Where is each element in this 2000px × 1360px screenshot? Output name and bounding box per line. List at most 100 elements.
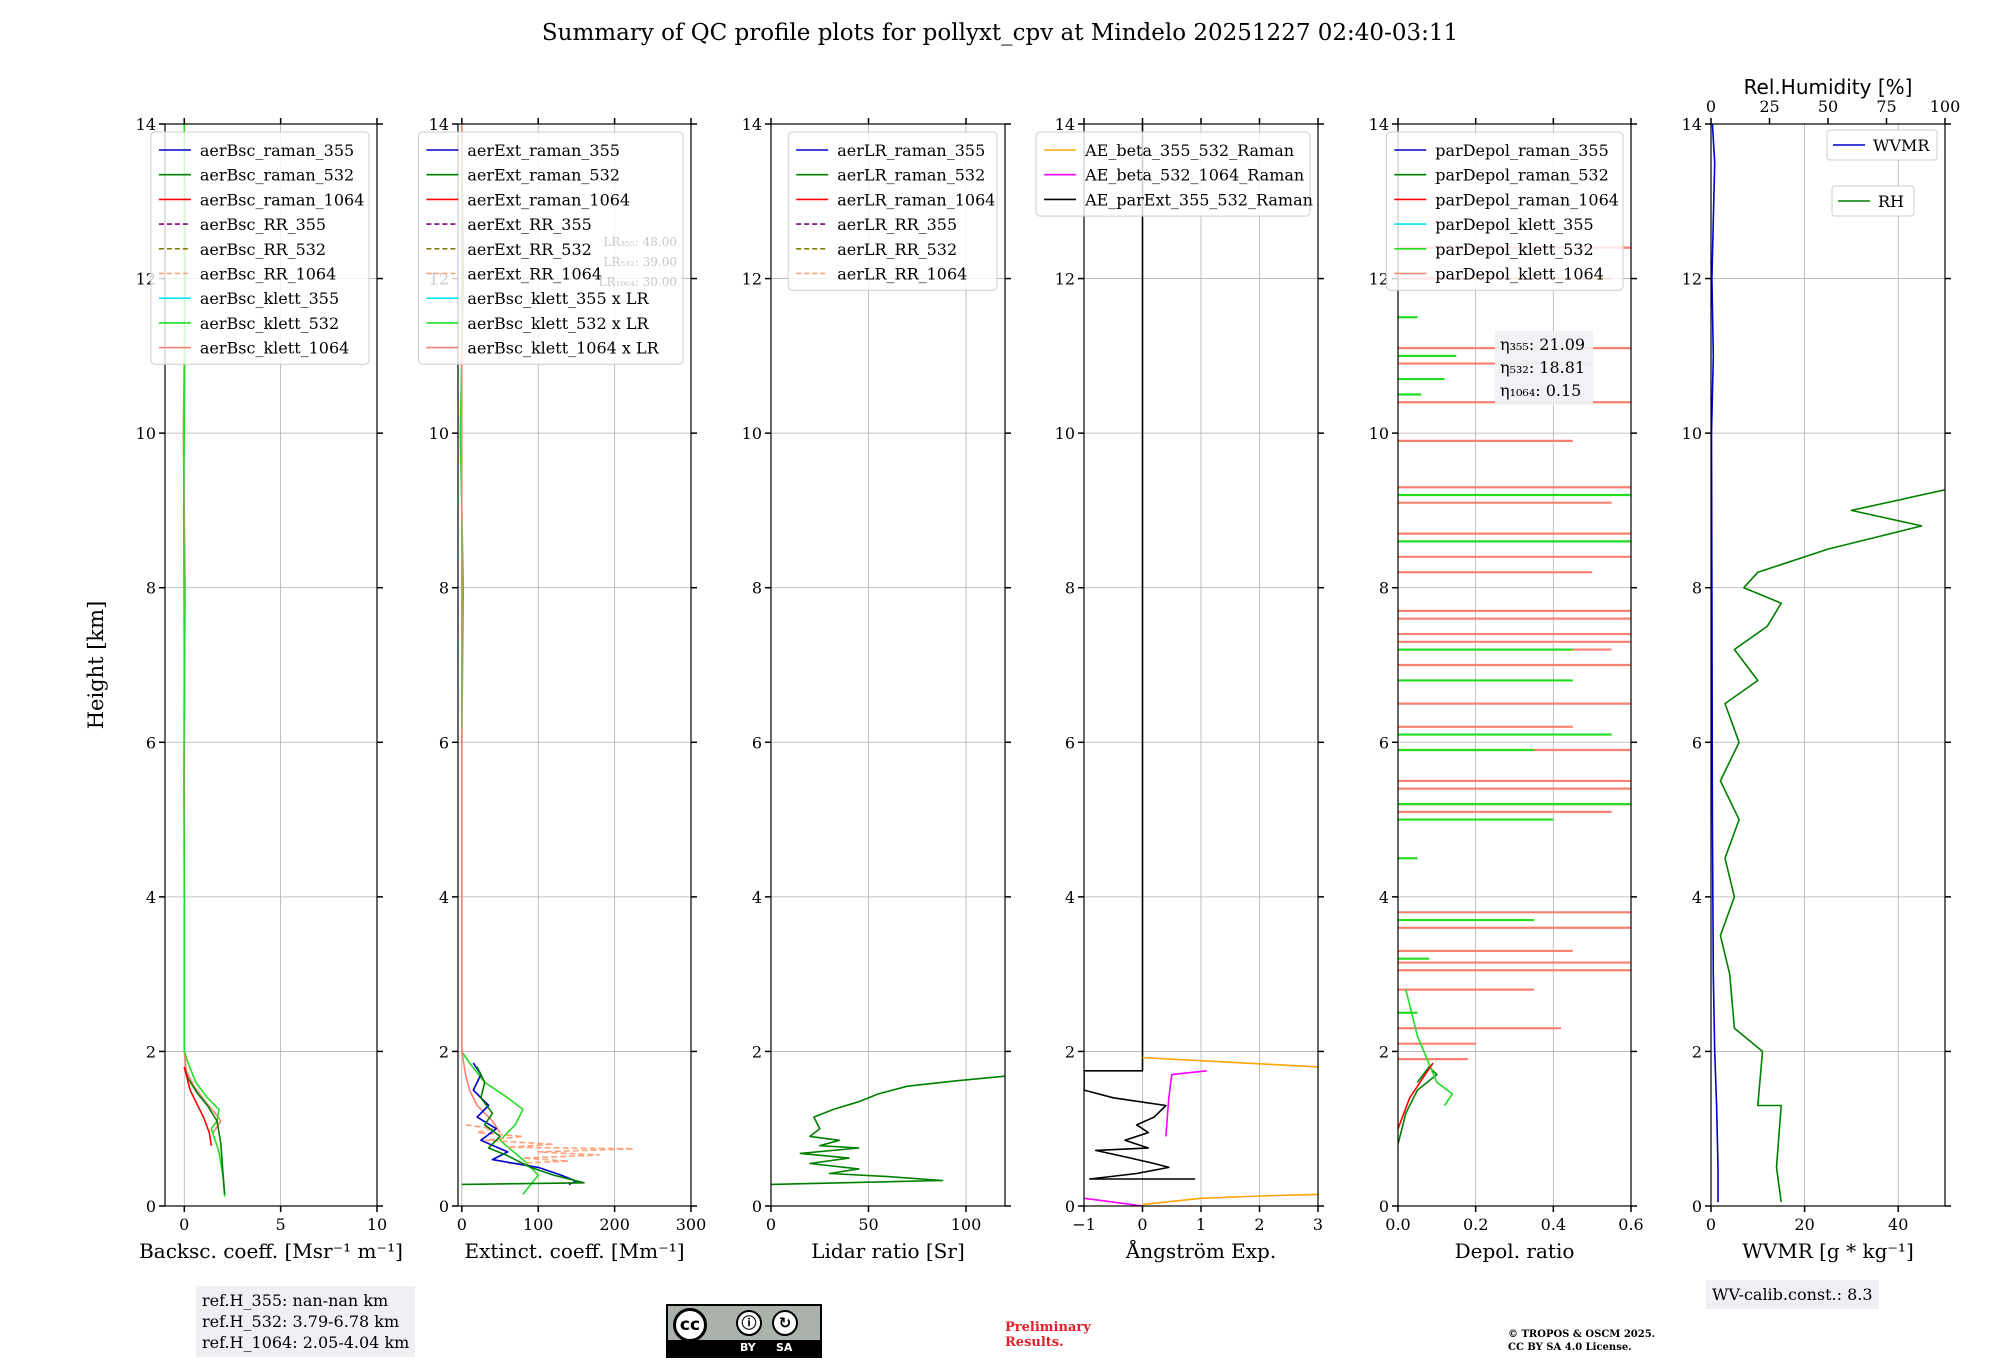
y-tick-label: 4 xyxy=(1065,888,1075,907)
series-aerbsc-raman-532 xyxy=(183,1066,226,1195)
cc-license-badge[interactable]: cc ⓘ ↻ BY SA xyxy=(666,1304,822,1358)
x-tick-label: 1 xyxy=(1196,1215,1206,1234)
panel-ext: 024681012140100200300Extinct. coeff. [Mm… xyxy=(417,115,707,1263)
series-aerlr-raman-532 xyxy=(771,1075,1005,1186)
axes-frame xyxy=(457,123,692,1207)
legend-label: aerExt_RR_1064 xyxy=(467,265,602,284)
ref-height-1064: ref.H_1064: 2.05-4.04 km xyxy=(202,1333,410,1352)
legend-label: aerLR_raman_355 xyxy=(837,141,985,160)
y-tick-label: 8 xyxy=(439,579,449,598)
legend-label: parDepol_raman_532 xyxy=(1435,166,1608,185)
legend: parDepol_raman_355 parDepol_raman_532 parD… xyxy=(1385,131,1624,291)
legend-label: parDepol_klett_355 xyxy=(1435,215,1593,234)
x-tick-label: 0 xyxy=(457,1215,467,1234)
cc-by-label: BY xyxy=(740,1341,756,1354)
x-tick-label: 2 xyxy=(1254,1215,1264,1234)
copyright-line-1: © TROPOS & OSCM 2025. xyxy=(1508,1329,1656,1340)
y-tick-label: 0 xyxy=(146,1197,156,1216)
eta-value: η₁₀₆₄: 0.15 xyxy=(1500,381,1581,400)
legend-label: aerExt_RR_355 xyxy=(467,215,591,234)
y-tick-label: 6 xyxy=(1692,733,1702,752)
x-tick-label: 20 xyxy=(1794,1215,1814,1234)
x-tick-label: 50 xyxy=(858,1215,878,1234)
eta-annotation: η₃₅₅: 21.09 η₅₃₂: 18.81 η₁₀₆₄: 0.15 xyxy=(1495,331,1593,405)
ref-height-532: ref.H_532: 3.79-6.78 km xyxy=(202,1312,400,1331)
legend-label: aerBsc_raman_1064 xyxy=(200,190,365,209)
x-tick-label: 0 xyxy=(1137,1215,1147,1234)
ref-height-box: ref.H_355: nan-nan km ref.H_532: 3.79-6.… xyxy=(196,1286,416,1357)
x-tick-label: 0.0 xyxy=(1385,1215,1410,1234)
legend-label: aerBsc_klett_355 xyxy=(200,289,339,308)
y-tick-label: 10 xyxy=(429,424,449,443)
series-rh xyxy=(1719,488,1945,1203)
x-tick-label: 100 xyxy=(951,1215,982,1234)
legend-label: aerBsc_klett_355 x LR xyxy=(467,289,649,308)
copyright-line-2: CC BY SA 4.0 License. xyxy=(1508,1342,1632,1353)
legend-label: aerBsc_klett_532 x LR xyxy=(467,314,649,333)
y-tick-label: 8 xyxy=(1379,579,1389,598)
y-tick-label: 8 xyxy=(1692,579,1702,598)
x-tick-label: 10 xyxy=(367,1215,387,1234)
x-tick-label: 0 xyxy=(179,1215,189,1234)
y-tick-label: 10 xyxy=(1055,424,1075,443)
panel-depol: 0 2 4 6 8 10 12 14 0.0 0.2 0.4 0.6 Depol. ratio parDe… xyxy=(1369,115,1644,1263)
ref-height-355: ref.H_355: nan-nan km xyxy=(202,1291,389,1310)
x-tick-label: 0 xyxy=(1706,1215,1716,1234)
x-tick-label: −1 xyxy=(1072,1215,1096,1234)
eta-box xyxy=(1495,331,1593,405)
y-tick-label: 12 xyxy=(1055,270,1075,289)
series-ae-beta-532-1064-raman-lower- xyxy=(1084,1197,1143,1206)
legend-box xyxy=(150,131,370,365)
y-tick-label: 8 xyxy=(752,579,762,598)
legend-rh: RH xyxy=(1831,185,1915,217)
series-pardepol-klett-532 xyxy=(1405,989,1454,1106)
y-tick-label: 14 xyxy=(1369,115,1389,134)
series-aerext-raman-355 xyxy=(472,1062,578,1186)
legend-label: aerExt_RR_532 xyxy=(467,240,591,259)
series-aerext-raman-532 xyxy=(461,1066,585,1186)
plot-area-wv xyxy=(1711,124,1945,1203)
legend: AE_beta_355_532_Raman AE_beta_532_1064_Ra… xyxy=(1035,131,1313,217)
top-x-tick-label: 50 xyxy=(1818,97,1838,116)
attribution-icon: ⓘ xyxy=(736,1310,762,1336)
legend-box xyxy=(787,131,998,291)
x-tick-label: 0.6 xyxy=(1618,1215,1643,1234)
legend-wvmr: WVMR xyxy=(1826,129,1938,161)
legend-label: aerBsc_RR_1064 xyxy=(200,265,336,284)
series-pardepol-raman-1064 xyxy=(1398,1062,1434,1129)
x-tick-label: 300 xyxy=(676,1215,707,1234)
legend-label: aerBsc_klett_1064 x LR xyxy=(467,339,659,358)
axes-frame xyxy=(1397,123,1632,1207)
plot-area-bsc xyxy=(182,124,226,1197)
y-tick-label: 6 xyxy=(1065,733,1075,752)
series-aerbsc-raman-1064 xyxy=(183,1066,213,1146)
x-tick-label: 200 xyxy=(599,1215,630,1234)
legend-label: aerBsc_RR_355 xyxy=(200,215,326,234)
top-x-tick-label: 25 xyxy=(1759,97,1779,116)
legend-label: RH xyxy=(1878,192,1904,211)
legend-label: aerExt_raman_355 xyxy=(467,141,620,160)
x-tick-label: 0 xyxy=(766,1215,776,1234)
y-tick-label: 4 xyxy=(1379,888,1389,907)
top-x-tick-label: 100 xyxy=(1930,97,1961,116)
figure-title: Summary of QC profile plots for pollyxt_… xyxy=(541,20,1459,46)
legend-label: aerLR_RR_1064 xyxy=(837,265,967,284)
y-tick-label: 10 xyxy=(136,424,156,443)
y-tick-label: 10 xyxy=(1682,424,1702,443)
legend: aerExt_raman_355 aerExt_raman_532 aerExt_r… xyxy=(417,131,684,365)
lidar-ratio-annotation: LR₃₅₅: 48.00 xyxy=(603,235,677,249)
legend-label: AE_beta_355_532_Raman xyxy=(1084,141,1294,160)
y-tick-label: 12 xyxy=(1369,270,1389,289)
top-x-tick-label: 75 xyxy=(1876,97,1896,116)
y-tick-label: 2 xyxy=(1379,1042,1389,1061)
y-tick-label: 0 xyxy=(1065,1197,1075,1216)
lidar-ratio-annotation: LR₅₃₂: 39.00 xyxy=(603,255,677,269)
y-tick-label: 0 xyxy=(752,1197,762,1216)
y-tick-label: 14 xyxy=(1055,115,1075,134)
cc-sa-label: SA xyxy=(776,1341,793,1354)
legend-label: aerLR_raman_1064 xyxy=(837,190,995,209)
series-pardepol-raman-532 xyxy=(1398,1066,1438,1145)
y-tick-label: 14 xyxy=(136,115,156,134)
preliminary-line-2: Results. xyxy=(1005,1335,1064,1350)
